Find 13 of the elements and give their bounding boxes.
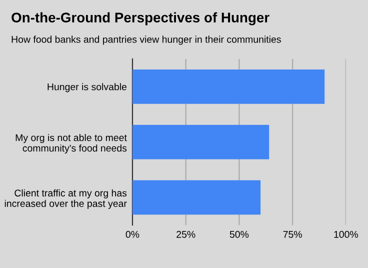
y-tick-label: Client traffic at my org has increased over the past year	[4, 189, 127, 209]
x-tick-label: 75%	[283, 230, 302, 238]
bar	[132, 124, 270, 160]
y-tick-label: My org is not able to meet community's food needs	[16, 134, 127, 154]
x-tick-label: 100%	[334, 230, 358, 238]
bar	[132, 69, 325, 104]
chart-subtitle: How food banks and pantries view hunger in their communities	[12, 36, 281, 45]
x-tick-label: 0%	[126, 230, 140, 238]
y-tick-label: Hunger is solvable	[48, 83, 126, 92]
bar	[132, 180, 261, 215]
chart-title: On-the-Ground Perspectives of Hunger	[12, 12, 270, 26]
x-tick-label: 50%	[230, 230, 249, 238]
x-tick-label: 25%	[176, 230, 196, 238]
